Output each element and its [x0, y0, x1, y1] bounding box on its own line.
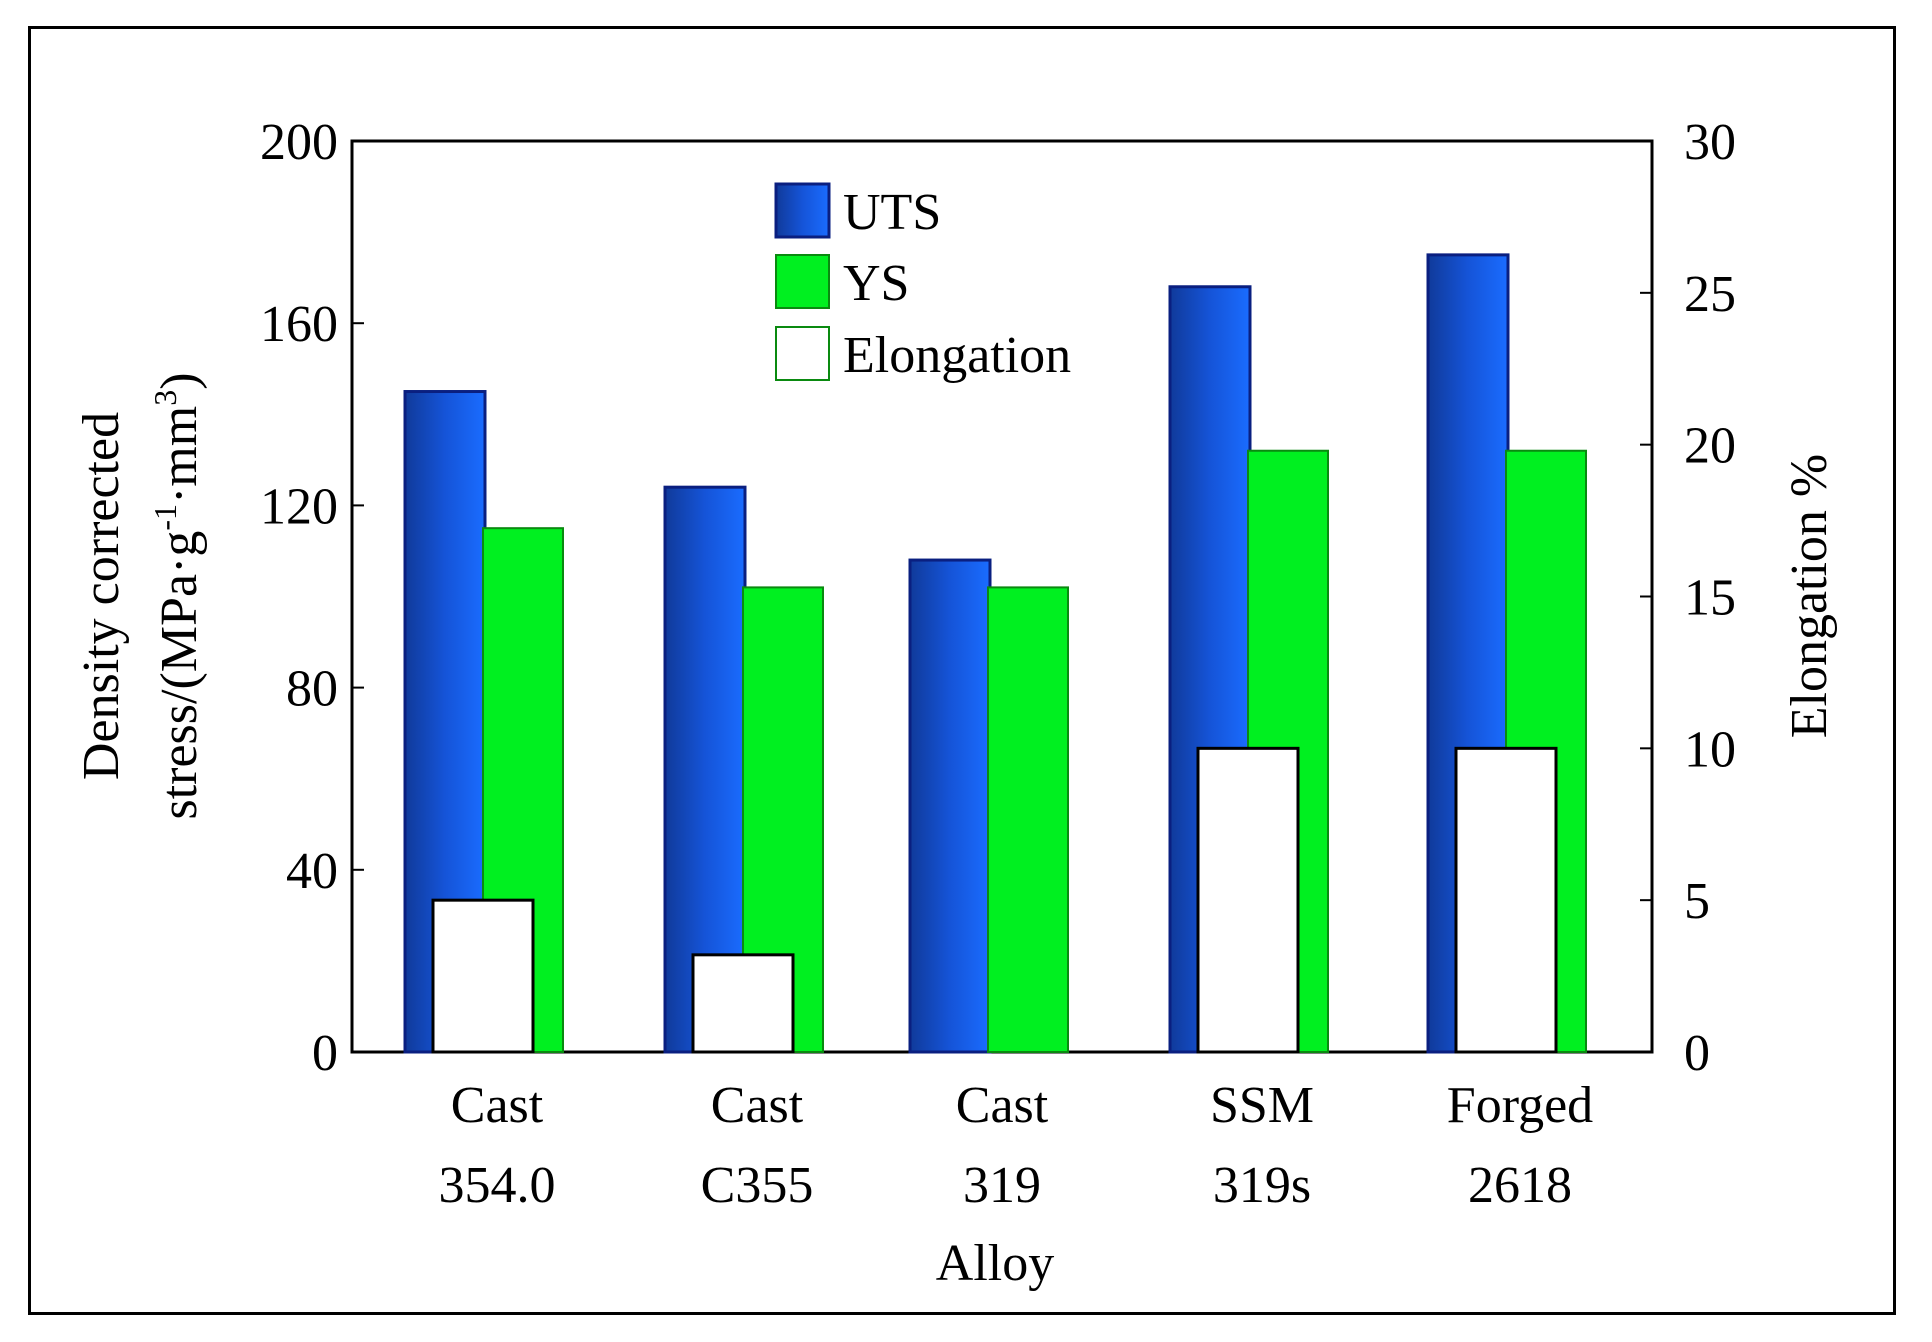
- x-tick-label-0-line1: Cast: [451, 1077, 544, 1134]
- bar-elongation-0: [431, 898, 535, 1054]
- bar-elongation-4: [1454, 746, 1558, 1054]
- y-right-tick-label-0: 0: [1684, 1025, 1710, 1082]
- x-tick-label-1-line1: Cast: [711, 1077, 804, 1134]
- x-tick-label-4-line2: 2618: [1468, 1157, 1572, 1214]
- y-axis-left-title-sup1: -1: [147, 504, 183, 531]
- x-tick-label-4-line1: Forged: [1447, 1077, 1593, 1134]
- y-axis-left-title-suffix: ): [151, 372, 208, 389]
- y-axis-right-title: Elongation %: [1781, 454, 1838, 739]
- legend: UTS YS Elongation: [774, 182, 1071, 384]
- bar-elongation-1: [691, 953, 795, 1054]
- y-left-tick-label-5: 200: [260, 114, 338, 171]
- x-tick-label-0-line2: 354.0: [439, 1157, 556, 1214]
- y-right-tick-label-5: 25: [1684, 266, 1736, 323]
- bar-elongation-3: [1196, 746, 1300, 1054]
- y-right-tick-label-1: 5: [1684, 873, 1710, 930]
- y-left-tick-label-0: 0: [312, 1025, 338, 1082]
- y-right-tick-label-2: 10: [1684, 721, 1736, 778]
- bar-ys-2: [987, 586, 1069, 1053]
- y-axis-left-title-line2: stress/(MPa·g-1·mm3): [147, 372, 208, 819]
- y-left-tick-label-3: 120: [260, 478, 338, 535]
- x-tick-label-3-line2: 319s: [1213, 1157, 1311, 1214]
- y-axis-left-title-line1: Density corrected: [73, 412, 130, 780]
- legend-swatch-uts: [774, 182, 831, 239]
- y-right-tick-label-4: 20: [1684, 418, 1736, 475]
- bar-uts-2: [908, 558, 992, 1054]
- axes-group: Cast 354.0 Cast C355 Cast 319 SSM 319s Forged 261…: [260, 114, 1736, 1214]
- legend-swatch-elongation: [775, 326, 830, 381]
- x-tick-label-2-line2: 319: [963, 1157, 1041, 1214]
- legend-swatch-ys: [775, 254, 830, 309]
- y-axis-right-title-text: Elongation %: [1781, 454, 1838, 739]
- legend-label-ys: YS: [843, 255, 909, 312]
- x-tick-label-2-line1: Cast: [956, 1077, 1049, 1134]
- y-right-tick-label-6: 30: [1684, 114, 1736, 171]
- x-axis-title: Alloy: [936, 1235, 1054, 1292]
- y-axis-left-title-middle: ·mm: [151, 406, 208, 504]
- y-right-tick-label-3: 15: [1684, 570, 1736, 627]
- y-left-tick-label-1: 40: [286, 843, 338, 900]
- y-left-tick-label-2: 80: [286, 661, 338, 718]
- bars-group: [403, 253, 1587, 1054]
- x-tick-label-3-line1: SSM: [1210, 1077, 1314, 1134]
- y-axis-left-title: Density corrected stress/(MPa·g-1·mm3): [73, 372, 208, 819]
- y-left-tick-label-4: 160: [260, 296, 338, 353]
- legend-label-elongation: Elongation: [843, 327, 1071, 384]
- y-axis-left-title-sup2: 3: [147, 390, 183, 406]
- figure-frame: [28, 26, 1896, 1315]
- y-axis-left-title-prefix: stress/(MPa·g: [151, 531, 208, 820]
- x-tick-label-1-line2: C355: [701, 1157, 814, 1214]
- legend-label-uts: UTS: [843, 184, 941, 241]
